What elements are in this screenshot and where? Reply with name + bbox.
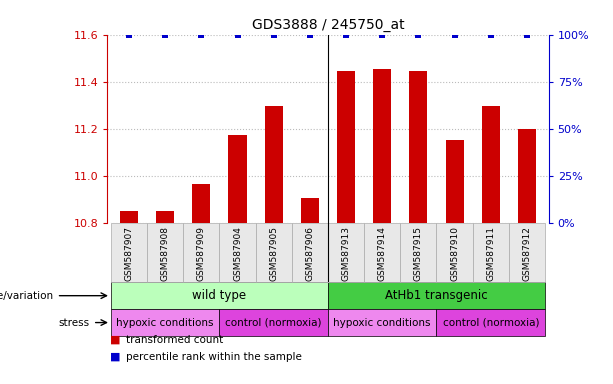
Bar xyxy=(183,223,219,282)
Bar xyxy=(364,223,400,282)
Bar xyxy=(328,223,364,282)
Bar xyxy=(337,71,355,223)
Text: AtHb1 transgenic: AtHb1 transgenic xyxy=(385,289,488,302)
Bar xyxy=(111,309,219,336)
Text: hypoxic conditions: hypoxic conditions xyxy=(333,318,431,328)
Bar xyxy=(518,129,536,223)
Text: GSM587911: GSM587911 xyxy=(486,226,495,281)
Text: control (normoxia): control (normoxia) xyxy=(226,318,322,328)
Bar xyxy=(229,134,246,223)
Bar xyxy=(265,106,283,223)
Text: GSM587908: GSM587908 xyxy=(161,226,170,281)
Text: GSM587905: GSM587905 xyxy=(269,226,278,281)
Bar xyxy=(436,309,545,336)
Bar xyxy=(111,223,147,282)
Text: GSM587906: GSM587906 xyxy=(305,226,314,281)
Text: GSM587915: GSM587915 xyxy=(414,226,423,281)
Bar xyxy=(373,69,391,223)
Bar xyxy=(256,223,292,282)
Text: stress: stress xyxy=(58,318,89,328)
Bar xyxy=(301,198,319,223)
Text: GSM587904: GSM587904 xyxy=(233,226,242,281)
Text: GSM587909: GSM587909 xyxy=(197,226,206,281)
Bar xyxy=(409,71,427,223)
Text: ■: ■ xyxy=(110,352,121,362)
Bar xyxy=(219,223,256,282)
Bar xyxy=(509,223,545,282)
Bar xyxy=(120,211,138,223)
Text: GSM587914: GSM587914 xyxy=(378,226,387,281)
Text: GSM587912: GSM587912 xyxy=(522,226,531,281)
Text: genotype/variation: genotype/variation xyxy=(0,291,53,301)
Bar xyxy=(111,282,328,309)
Bar xyxy=(219,309,328,336)
Text: GSM587913: GSM587913 xyxy=(341,226,351,281)
Bar xyxy=(436,223,473,282)
Title: GDS3888 / 245750_at: GDS3888 / 245750_at xyxy=(252,18,404,32)
Bar xyxy=(482,106,500,223)
Bar xyxy=(192,184,210,223)
Bar xyxy=(292,223,328,282)
Bar xyxy=(156,211,174,223)
Text: ■: ■ xyxy=(110,335,121,345)
Text: wild type: wild type xyxy=(192,289,246,302)
Text: GSM587910: GSM587910 xyxy=(450,226,459,281)
Bar xyxy=(147,223,183,282)
Bar xyxy=(400,223,436,282)
Text: GSM587907: GSM587907 xyxy=(124,226,134,281)
Bar xyxy=(328,309,436,336)
Bar xyxy=(473,223,509,282)
Text: percentile rank within the sample: percentile rank within the sample xyxy=(126,352,302,362)
Bar xyxy=(446,141,463,223)
Text: hypoxic conditions: hypoxic conditions xyxy=(116,318,214,328)
Text: control (normoxia): control (normoxia) xyxy=(443,318,539,328)
Text: transformed count: transformed count xyxy=(126,335,223,345)
Bar xyxy=(328,282,545,309)
